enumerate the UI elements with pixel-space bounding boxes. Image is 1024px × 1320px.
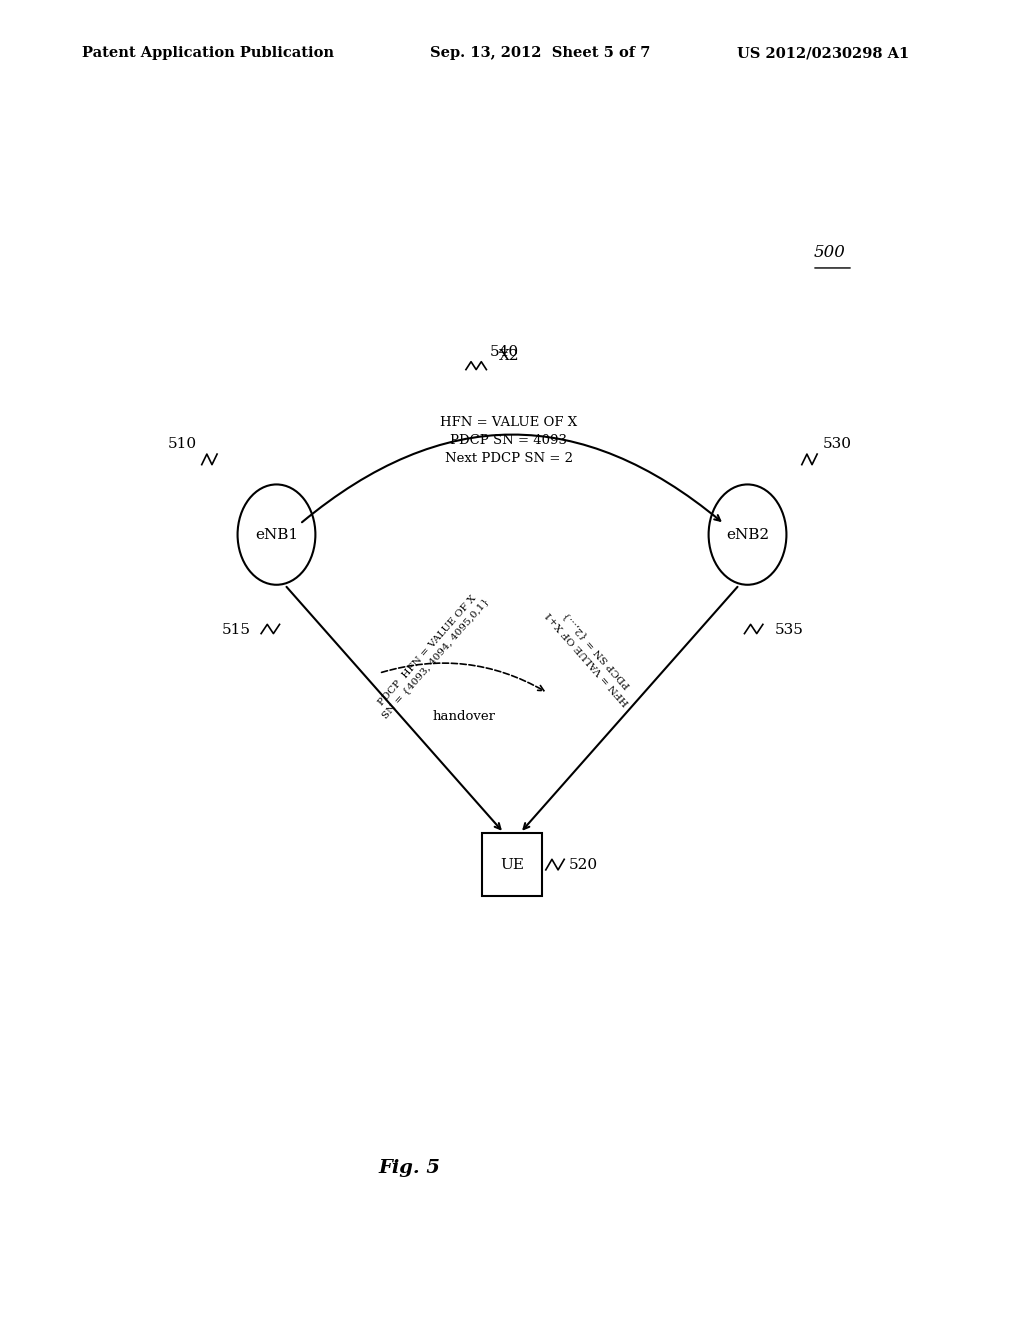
Text: Patent Application Publication: Patent Application Publication	[82, 46, 334, 61]
Text: 520: 520	[568, 858, 597, 871]
Text: UE: UE	[500, 858, 524, 871]
Text: Sep. 13, 2012  Sheet 5 of 7: Sep. 13, 2012 Sheet 5 of 7	[430, 46, 650, 61]
Text: 510: 510	[168, 437, 197, 451]
FancyBboxPatch shape	[482, 833, 542, 896]
Text: US 2012/0230298 A1: US 2012/0230298 A1	[737, 46, 909, 61]
Text: PDCP  HFN = VALUE OF X
SN = {4093, 4094, 4095,0,1}: PDCP HFN = VALUE OF X SN = {4093, 4094, …	[372, 589, 490, 721]
Text: X2: X2	[499, 348, 519, 363]
Text: eNB2: eNB2	[726, 528, 769, 541]
Text: Fig. 5: Fig. 5	[379, 1159, 440, 1177]
Text: handover: handover	[432, 710, 496, 723]
Text: HFN = VALUE OF X+1
PDCP SN = {2,...}: HFN = VALUE OF X+1 PDCP SN = {2,...}	[545, 602, 641, 708]
Text: HFN = VALUE OF X
PDCP SN = 4093
Next PDCP SN = 2: HFN = VALUE OF X PDCP SN = 4093 Next PDC…	[440, 416, 578, 465]
Text: 535: 535	[775, 623, 804, 636]
Text: 500: 500	[814, 244, 846, 261]
Text: eNB1: eNB1	[255, 528, 298, 541]
Text: 515: 515	[222, 623, 251, 636]
Text: 540: 540	[489, 345, 518, 359]
Text: 530: 530	[822, 437, 851, 451]
